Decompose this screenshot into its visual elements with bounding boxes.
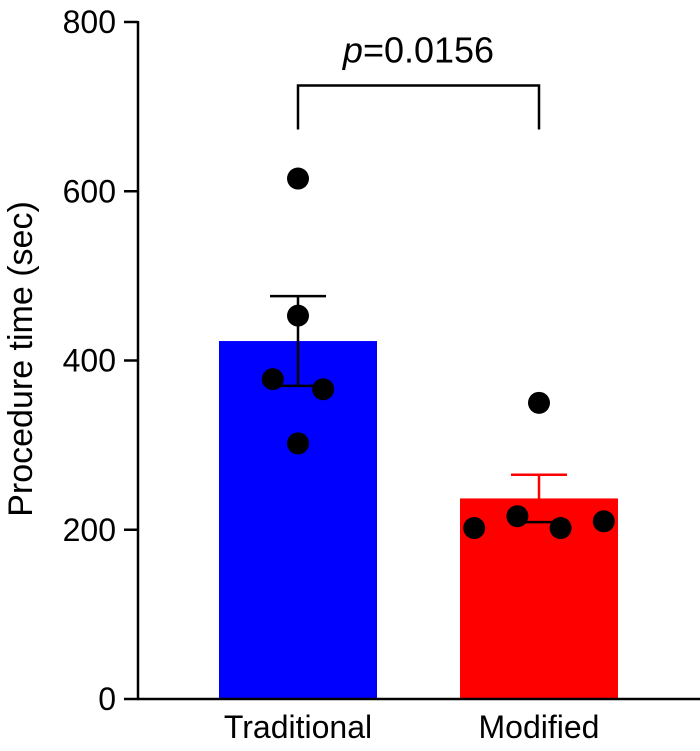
data-point-modified-2 xyxy=(463,517,486,540)
p-value: =0.0156 xyxy=(363,29,494,70)
data-point-modified-4 xyxy=(549,517,572,540)
p-symbol: p xyxy=(342,29,363,70)
y-axis-title: Procedure time (sec) xyxy=(2,201,40,517)
data-point-traditional-4 xyxy=(312,378,335,401)
significance-layer: p=0.0156 xyxy=(296,29,541,130)
data-point-traditional-2 xyxy=(287,304,309,327)
x-tick-label-traditional: Traditional xyxy=(224,709,372,745)
data-point-traditional-3 xyxy=(261,368,284,391)
bar-traditional xyxy=(219,341,377,699)
x-tick-label-modified: Modified xyxy=(479,709,600,745)
bar-modified xyxy=(460,498,618,699)
x-tick-labels-layer: Traditional Modified xyxy=(224,709,600,745)
y-tick-label-200: 200 xyxy=(63,512,116,548)
data-point-traditional-1 xyxy=(287,167,309,190)
data-point-modified-3 xyxy=(506,505,529,528)
bars-layer xyxy=(219,341,618,699)
y-tick-label-800: 800 xyxy=(63,4,116,40)
y-ticks-layer: 0 200 400 600 800 xyxy=(63,4,138,717)
y-tick-label-600: 600 xyxy=(63,173,116,209)
data-points-layer xyxy=(261,167,615,540)
p-value-label: p=0.0156 xyxy=(342,29,494,70)
data-point-modified-5 xyxy=(592,510,615,533)
y-tick-label-0: 0 xyxy=(98,681,116,717)
y-tick-label-400: 400 xyxy=(63,343,116,379)
data-point-traditional-5 xyxy=(287,432,309,455)
significance-bracket xyxy=(296,84,541,130)
data-point-modified-1 xyxy=(528,391,550,414)
